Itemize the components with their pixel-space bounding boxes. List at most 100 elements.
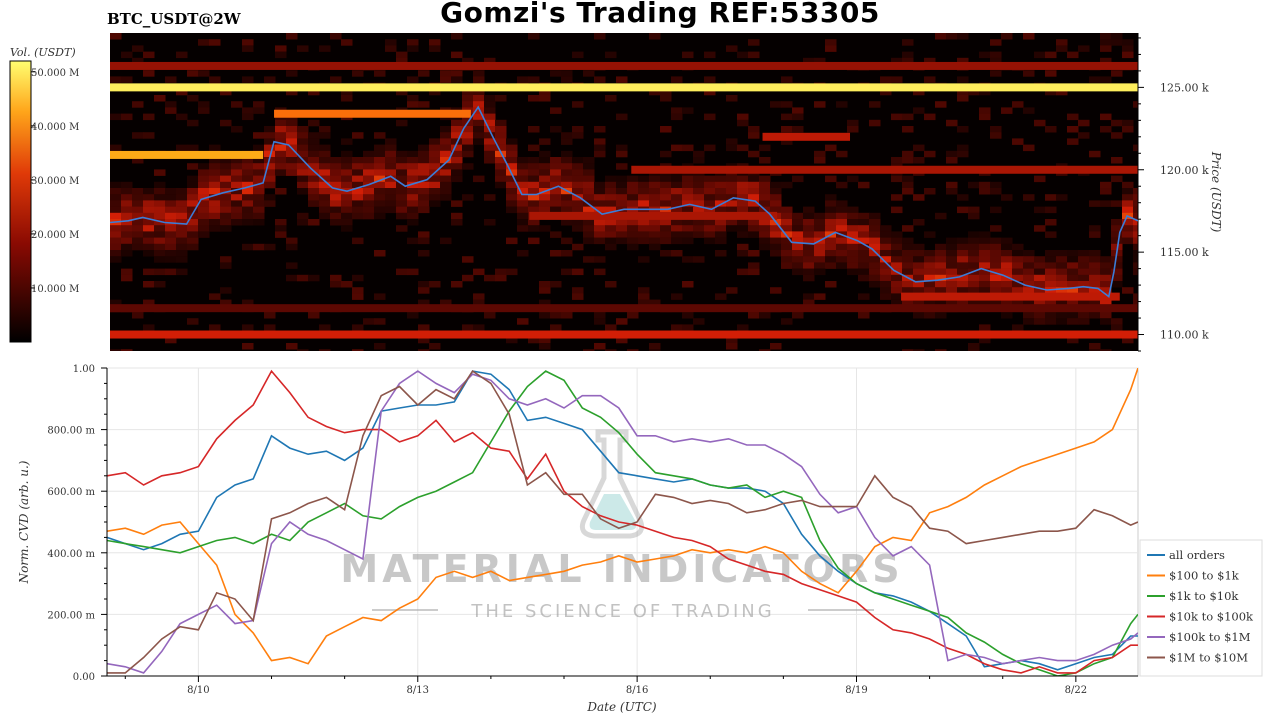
- heatmap-cell: [264, 163, 276, 170]
- heatmap-cell: [1045, 126, 1057, 133]
- heatmap-cell: [341, 225, 353, 232]
- heatmap-cell: [374, 318, 386, 325]
- heatmap-cell: [924, 281, 936, 288]
- heatmap-cell: [1111, 70, 1123, 77]
- heatmap-cell: [484, 144, 496, 152]
- heatmap-cell: [330, 188, 342, 195]
- heatmap-cell: [1078, 45, 1090, 52]
- heatmap-cell: [891, 274, 903, 282]
- heatmap-cell: [418, 299, 430, 307]
- heatmap-cell: [682, 237, 694, 245]
- cvd-ylabel: Norm. CVD (arb. u.): [17, 460, 31, 584]
- heatmap-cell: [297, 212, 309, 220]
- heatmap-cell: [308, 157, 320, 164]
- heatmap-cell: [143, 51, 155, 59]
- heatmap-cell: [440, 188, 452, 195]
- heatmap-cell: [979, 281, 991, 288]
- heatmap-cell: [748, 268, 760, 276]
- heatmap-cell: [946, 299, 958, 307]
- heatmap-cell: [363, 200, 375, 207]
- heatmap-cell: [495, 181, 507, 189]
- heatmap-cell: [1034, 256, 1046, 263]
- heatmap-cell: [979, 237, 991, 245]
- heatmap-cell: [528, 163, 540, 170]
- heatmap-cell: [198, 206, 210, 214]
- heatmap-cell: [198, 219, 210, 226]
- heatmap-cell: [671, 175, 683, 183]
- heatmap-cell: [1122, 126, 1134, 133]
- heatmap-cell: [539, 312, 551, 319]
- heatmap-cell: [1023, 312, 1035, 319]
- heatmap-cell: [572, 188, 584, 195]
- heatmap-cell: [825, 212, 837, 220]
- heatmap-cell: [495, 157, 507, 164]
- heatmap-cell: [891, 76, 903, 83]
- heatmap-cell: [132, 312, 144, 319]
- heatmap-cell: [517, 225, 529, 232]
- heatmap-cell: [517, 169, 529, 176]
- heatmap-cell: [539, 163, 551, 170]
- heatmap-cell: [759, 219, 771, 226]
- heatmap-cell: [902, 281, 914, 288]
- heatmap-cell: [594, 225, 606, 232]
- heatmap-cell: [836, 206, 848, 214]
- legend-label: $100 to $1k: [1169, 569, 1240, 583]
- heatmap-cell: [187, 243, 199, 251]
- heatmap-cell: [341, 163, 353, 170]
- heatmap-cell: [1045, 318, 1057, 325]
- heatmap-cell: [429, 150, 441, 158]
- heatmap-cell: [935, 299, 947, 307]
- heatmap-cell: [528, 95, 540, 102]
- heatmap-cell: [770, 225, 782, 232]
- colorbar: [9, 60, 32, 343]
- heatmap-cell: [165, 256, 177, 263]
- heatmap-cell: [935, 287, 947, 294]
- heatmap-cell: [572, 287, 584, 294]
- heatmap-cell: [693, 181, 705, 189]
- heatmap-cell: [198, 39, 210, 46]
- heatmap-cell: [913, 349, 925, 351]
- heatmap-cell: [517, 200, 529, 207]
- heatmap-cell: [132, 188, 144, 195]
- heatmap-cell: [1122, 200, 1134, 207]
- heatmap-cell: [176, 194, 188, 201]
- heatmap-cell: [110, 33, 122, 40]
- heatmap-cell: [429, 144, 441, 152]
- heatmap-cell: [451, 219, 463, 226]
- heatmap-cell: [1133, 243, 1138, 251]
- heatmap-cell: [1100, 45, 1112, 52]
- heatmap-cell: [407, 76, 419, 83]
- heatmap-cell: [781, 212, 793, 220]
- heatmap-cell: [121, 206, 133, 214]
- heatmap-cell: [682, 231, 694, 238]
- heatmap-cell: [462, 150, 474, 158]
- watermark-logo: [579, 429, 645, 539]
- heatmap-cell: [308, 88, 320, 96]
- heatmap-cell: [605, 181, 617, 189]
- heatmap-cell: [253, 243, 265, 251]
- heatmap-cell: [176, 144, 188, 152]
- heatmap-cell: [704, 175, 716, 183]
- heatmap-cell: [176, 212, 188, 220]
- heatmap-cell: [308, 144, 320, 152]
- heatmap-cell: [440, 126, 452, 133]
- heatmap-cell: [1023, 318, 1035, 325]
- heatmap-cell: [616, 336, 628, 344]
- heatmap-cell: [770, 181, 782, 189]
- heatmap-cell: [264, 324, 276, 331]
- cvd-x-tick-label: 8/19: [845, 685, 867, 696]
- heatmap-cell: [253, 175, 265, 183]
- heatmap-cell: [682, 225, 694, 232]
- heatmap-cell: [946, 281, 958, 288]
- heatmap-cell: [583, 181, 595, 189]
- heatmap-cell: [385, 206, 397, 214]
- heatmap-cell: [968, 250, 980, 257]
- heatmap-cell: [407, 150, 419, 158]
- heatmap-cell: [418, 157, 430, 164]
- heatmap-cell: [363, 206, 375, 214]
- heatmap-cell: [517, 157, 529, 164]
- heatmap-cell: [418, 181, 430, 189]
- heatmap-cell: [913, 250, 925, 257]
- heatmap-cell: [924, 188, 936, 195]
- heatmap-cell: [1078, 262, 1090, 269]
